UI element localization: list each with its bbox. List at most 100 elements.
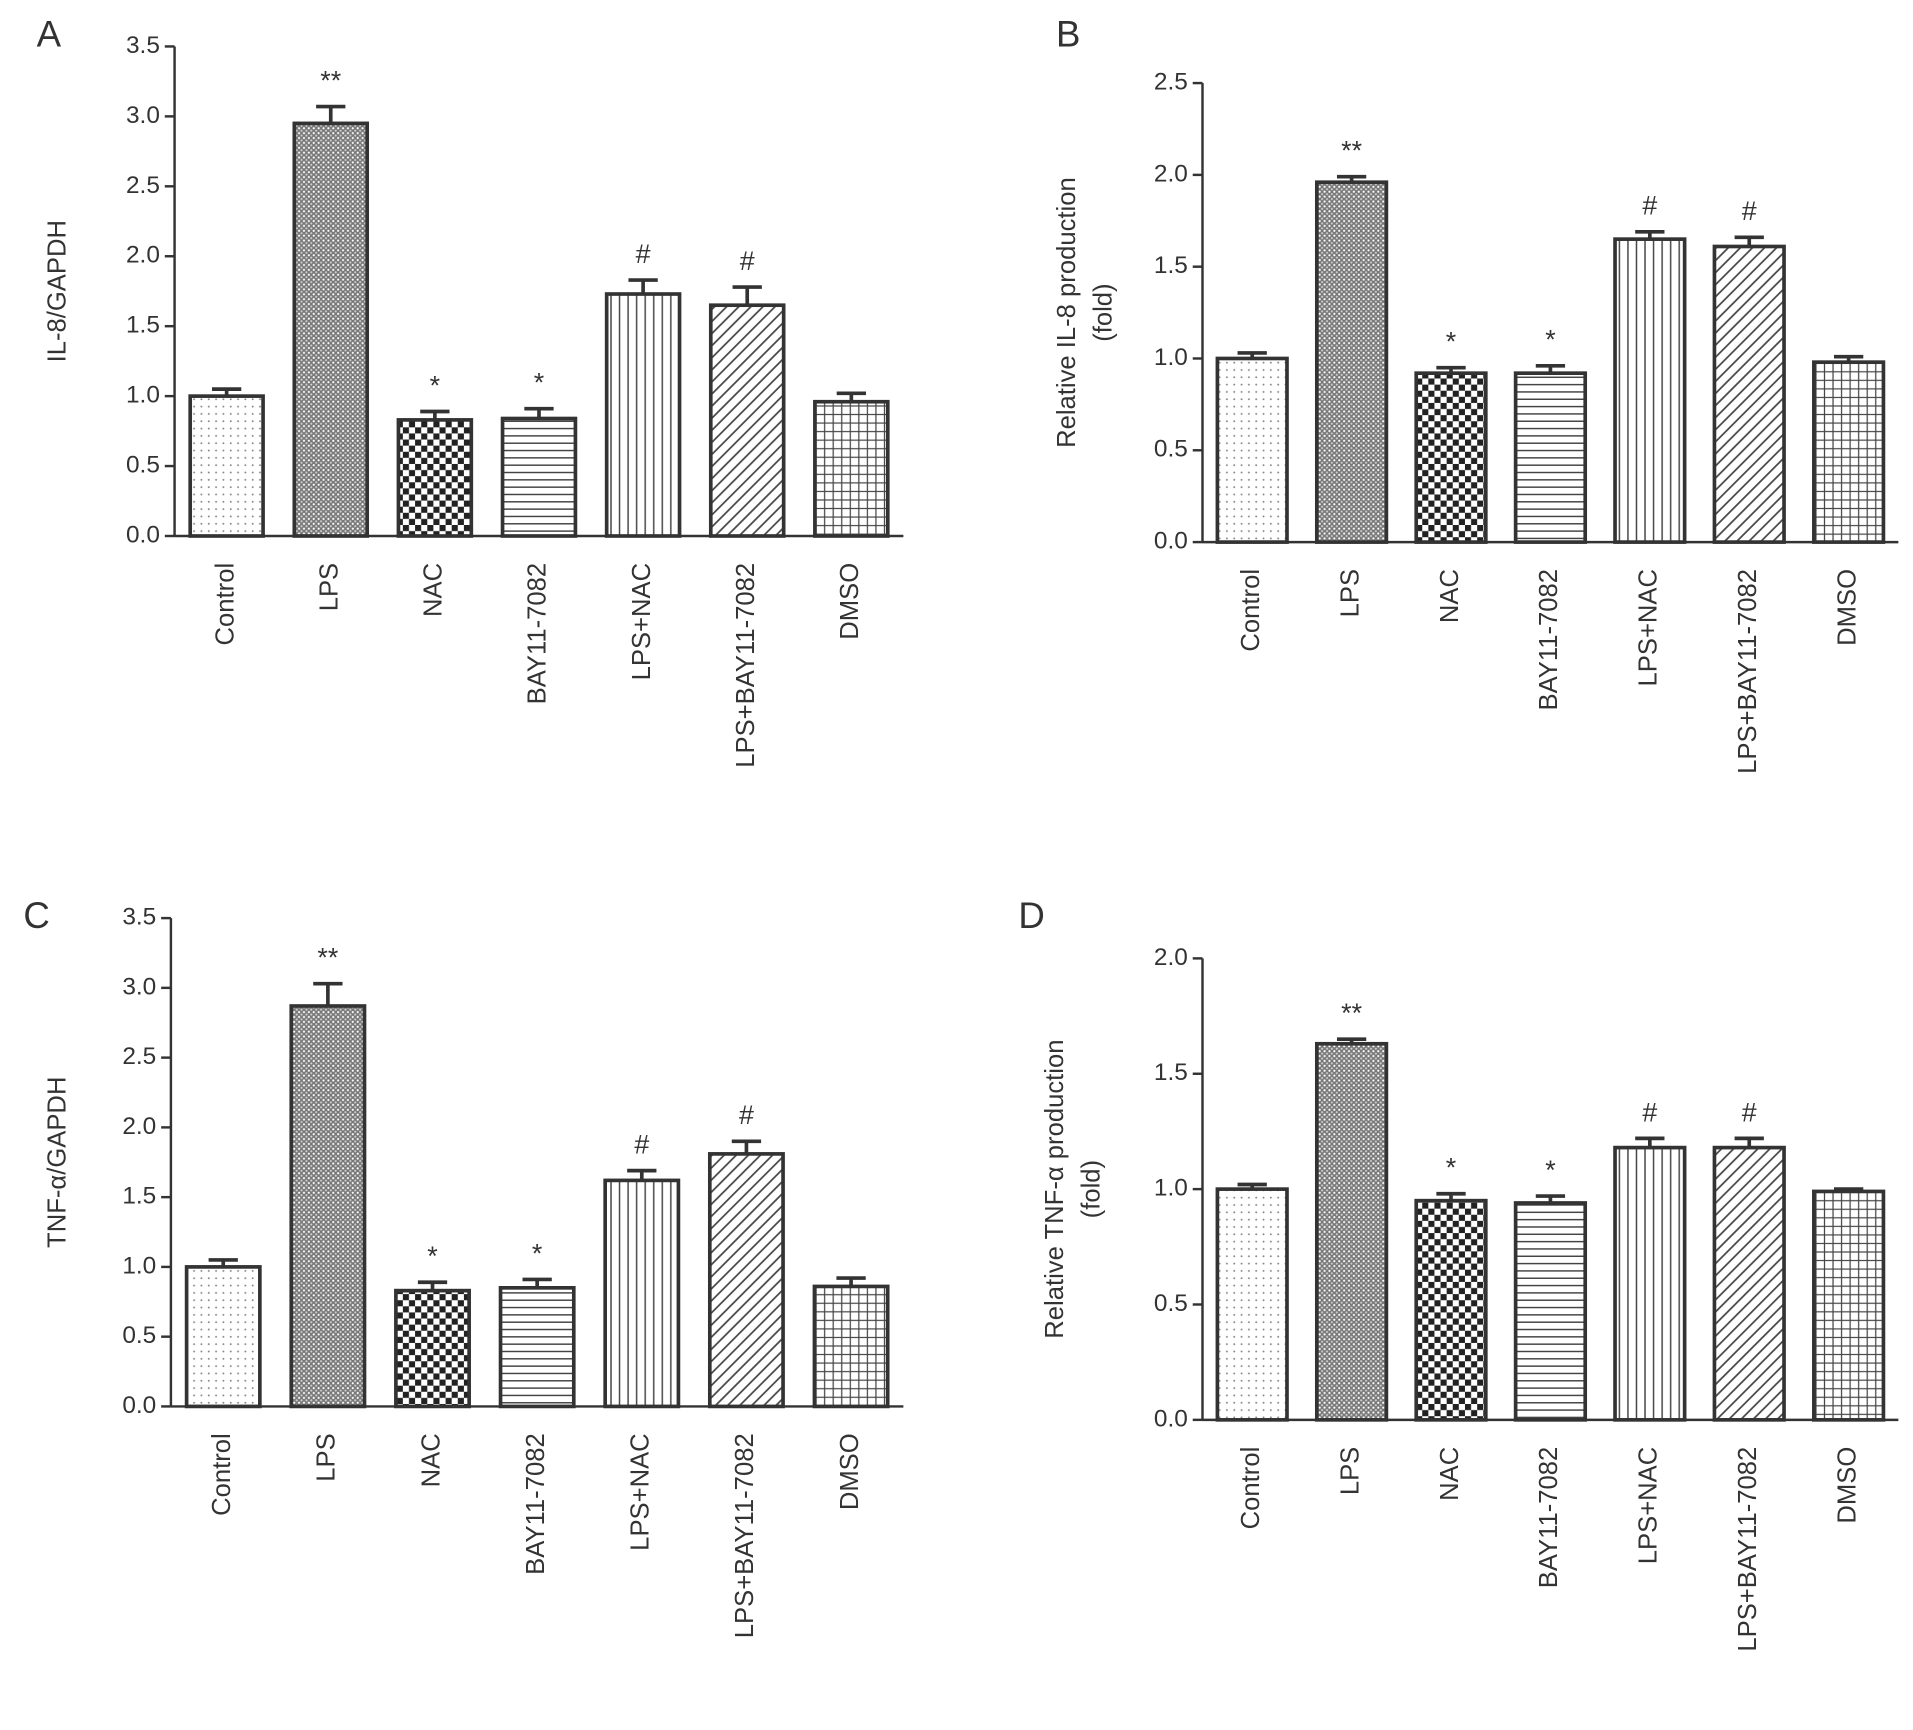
bar [1414, 371, 1488, 544]
y-tick-label: 1.5 [1154, 1059, 1188, 1086]
x-tick-label: BAY11-7082 [1535, 569, 1563, 711]
y-tick-label: 1.0 [122, 1252, 156, 1279]
annotation: # [1742, 196, 1757, 226]
y-tick-label: 3.0 [126, 102, 160, 129]
bar [289, 1004, 367, 1409]
bar [1513, 1201, 1588, 1422]
bar [500, 416, 578, 538]
x-tick-label: LPS+NAC [627, 1433, 655, 1551]
annotation: * [427, 1241, 438, 1271]
bar [188, 394, 265, 538]
x-tick-label: BAY11-7082 [524, 563, 552, 705]
bar [498, 1286, 576, 1409]
y-axis-label: (fold) [1090, 283, 1118, 341]
annotation: * [1446, 1153, 1457, 1183]
annotation: * [534, 368, 545, 398]
annotation: ** [1341, 136, 1362, 166]
annotation: * [532, 1238, 543, 1268]
y-tick-label: 2.0 [126, 242, 160, 269]
y-tick-label: 1.0 [126, 382, 160, 409]
y-tick-label: 0.0 [126, 521, 160, 548]
y-tick-label: 0.5 [126, 452, 160, 479]
panel-label: D [1018, 895, 1044, 936]
bar [1314, 1041, 1389, 1422]
annotation: # [740, 246, 755, 276]
x-tick-label: LPS+NAC [1635, 569, 1663, 687]
x-tick-label: DMSO [1833, 569, 1861, 646]
y-tick-label: 2.5 [126, 172, 160, 199]
bar [1215, 356, 1289, 544]
y-axis-label: IL-8/GAPDH [43, 220, 71, 362]
bar [603, 1178, 681, 1409]
bar [1314, 180, 1389, 544]
y-tick-label: 0.5 [1154, 436, 1188, 463]
y-tick-label: 1.0 [1154, 344, 1188, 371]
annotation: # [1742, 1097, 1757, 1127]
x-tick-label: LPS+BAY11-7082 [1734, 569, 1762, 774]
annotation: * [1545, 1155, 1556, 1185]
panel-label: C [23, 895, 49, 936]
bar [1513, 371, 1588, 544]
bar [1712, 1145, 1786, 1422]
x-tick-label: LPS+NAC [1635, 1447, 1663, 1565]
y-axis-label: Relative IL-8 production [1053, 177, 1081, 448]
bar [1613, 1145, 1687, 1422]
bar [1414, 1198, 1488, 1422]
bar [707, 1152, 785, 1409]
x-tick-label: LPS+BAY11-7082 [731, 1433, 759, 1638]
bar [812, 1284, 890, 1409]
y-tick-label: 3.0 [122, 973, 156, 1000]
annotation: # [1642, 191, 1657, 221]
x-tick-label: Control [208, 1433, 236, 1516]
y-tick-label: 1.5 [126, 312, 160, 339]
bar [813, 399, 890, 538]
annotation: # [739, 1100, 754, 1130]
y-tick-label: 1.5 [122, 1183, 156, 1210]
x-tick-label: Control [211, 563, 239, 646]
y-axis-label: TNF-α/GAPDH [43, 1077, 71, 1248]
x-tick-label: Control [1237, 1447, 1265, 1530]
x-tick-label: Control [1237, 569, 1265, 652]
x-tick-label: BAY11-7082 [522, 1433, 550, 1575]
y-tick-label: 0.5 [122, 1322, 156, 1349]
y-axis-label: Relative TNF-α production [1041, 1040, 1069, 1339]
x-tick-label: BAY11-7082 [1535, 1447, 1563, 1589]
x-tick-label: LPS [316, 563, 344, 611]
y-tick-label: 1.5 [1154, 252, 1188, 279]
y-tick-label: 0.5 [1154, 1290, 1188, 1317]
panel-label: A [37, 13, 62, 54]
x-tick-label: NAC [1436, 569, 1464, 623]
y-axis-label: (fold) [1077, 1160, 1105, 1218]
annotation: * [430, 370, 441, 400]
bar [184, 1265, 262, 1409]
bar [604, 292, 682, 538]
y-tick-label: 1.0 [1154, 1175, 1188, 1202]
annotation: ** [317, 943, 338, 973]
y-tick-label: 2.0 [1154, 944, 1188, 971]
bar [396, 418, 474, 538]
x-tick-label: DMSO [836, 563, 864, 640]
x-tick-label: LPS [1336, 1447, 1364, 1495]
y-tick-label: 2.5 [1154, 69, 1188, 96]
x-tick-label: LPS+BAY11-7082 [1734, 1447, 1762, 1652]
panel-label: B [1056, 13, 1080, 54]
y-tick-label: 3.5 [126, 32, 160, 59]
annotation: * [1446, 327, 1457, 357]
bar [394, 1288, 471, 1409]
x-tick-label: DMSO [1833, 1447, 1861, 1524]
annotation: ** [320, 66, 341, 96]
bar [1215, 1187, 1289, 1422]
y-tick-label: 0.0 [1154, 528, 1188, 555]
y-tick-label: 0.0 [122, 1392, 156, 1419]
annotation: # [634, 1130, 649, 1160]
x-tick-label: DMSO [836, 1433, 864, 1510]
y-tick-label: 2.5 [122, 1043, 156, 1070]
bar [1712, 244, 1786, 544]
annotation: ** [1341, 998, 1362, 1028]
bar [1812, 360, 1886, 544]
x-tick-label: NAC [1436, 1447, 1464, 1501]
bar [292, 121, 370, 538]
x-tick-label: LPS [1336, 569, 1364, 617]
